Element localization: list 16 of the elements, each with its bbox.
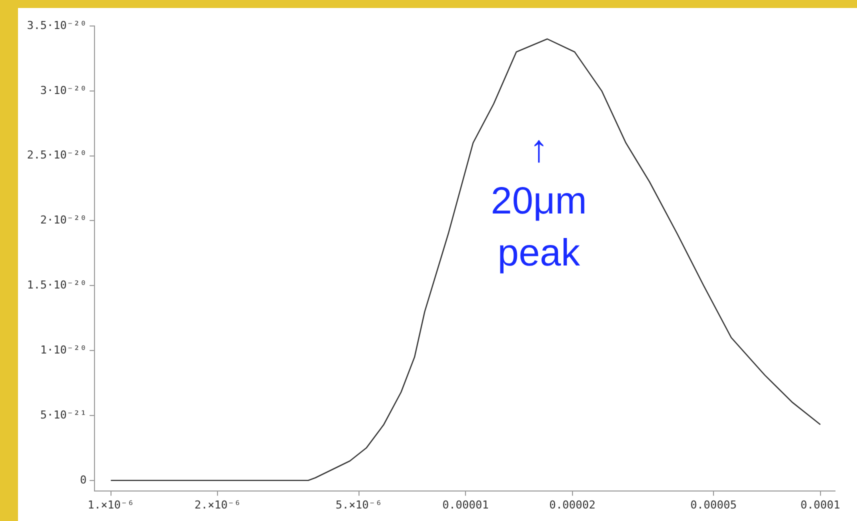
y-tick-label: 1.5·10⁻²⁰ bbox=[26, 278, 87, 292]
x-tick-label: 0.00001 bbox=[442, 498, 489, 512]
y-tick-label: 2.5·10⁻²⁰ bbox=[26, 148, 87, 162]
annotation: ↑ 20μm peak bbox=[490, 128, 587, 274]
x-tick-label: 0.0001 bbox=[800, 498, 840, 512]
y-tick-label: 3.5·10⁻²⁰ bbox=[26, 18, 87, 32]
x-tick-label: 0.00005 bbox=[690, 498, 737, 512]
x-tick-label: 1.×10⁻⁶ bbox=[88, 498, 134, 512]
y-tick-label: 0 bbox=[80, 473, 87, 486]
x-tick-label: 5.×10⁻⁶ bbox=[336, 498, 382, 512]
y-tick-label: 1·10⁻²⁰ bbox=[40, 343, 87, 356]
y-tick-label: 5·10⁻²¹ bbox=[40, 408, 87, 422]
x-tick-label: 2.×10⁻⁶ bbox=[194, 498, 241, 512]
x-tick-label: 0.00002 bbox=[549, 498, 596, 512]
y-tick-label: 2·10⁻²⁰ bbox=[40, 214, 87, 227]
y-tick-label: 3·10⁻²⁰ bbox=[40, 84, 87, 97]
